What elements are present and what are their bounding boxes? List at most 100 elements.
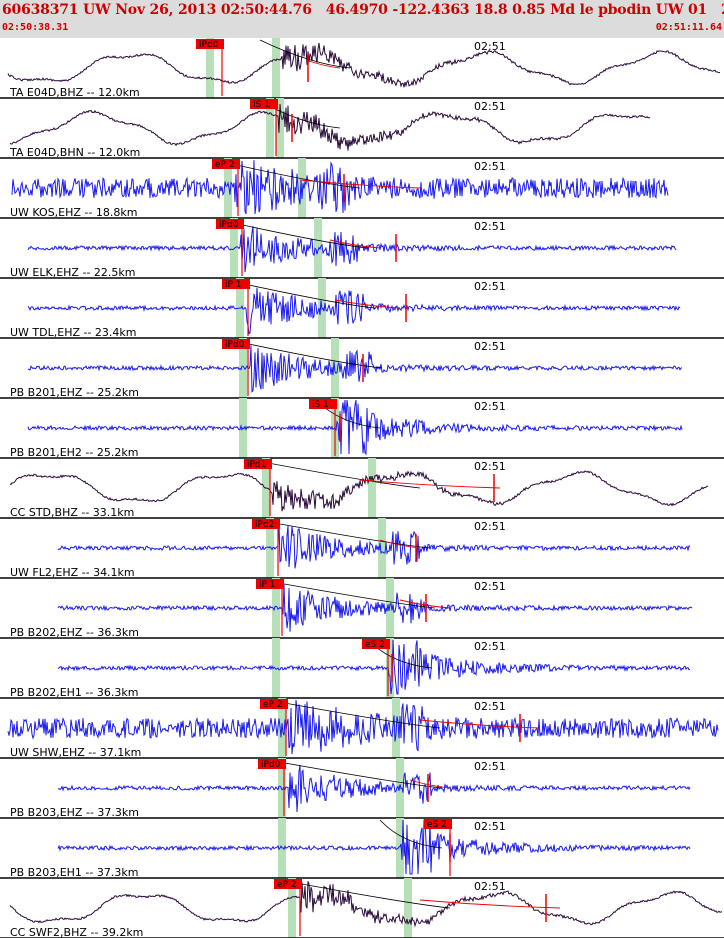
- panel-11: 02:51 eS 2 PB B202,EH1 -- 36.3km: [0, 638, 724, 699]
- time-marker-label: 02:51: [474, 280, 506, 293]
- time-marker-label: 02:51: [474, 340, 506, 353]
- panel-6: 02:51 iPd0 PB B201,EHZ -- 25.2km: [0, 338, 724, 399]
- pick-box: [196, 39, 224, 49]
- pick-label: iPd0: [219, 220, 239, 230]
- time-marker-label: 02:51: [474, 40, 506, 53]
- coda-decay-curve: [299, 179, 421, 189]
- panel-3: 02:51 eP 2 UW KOS,EHZ -- 18.8km: [0, 158, 724, 219]
- s-pick-highlight: [272, 38, 280, 98]
- pick-box: [258, 759, 286, 769]
- station-label: UW SHW,EHZ -- 37.1km: [10, 746, 141, 759]
- p-pick-highlight: [206, 38, 214, 98]
- pick-label: iPd0: [225, 340, 245, 350]
- station-label: UW KOS,EHZ -- 18.8km: [10, 206, 137, 219]
- s-pick-highlight: [378, 518, 386, 578]
- seismogram-panels: 02:51 IPd0 TA E04D,BHZ -- 12.0km 02:51 IS 1 T…: [0, 38, 724, 938]
- station-label: TA E04D,BHN -- 12.0km: [9, 146, 140, 159]
- pick-box: [362, 639, 390, 649]
- event-header: 60638371 UW Nov 26, 2013 02:50:44.76 46.…: [0, 0, 724, 38]
- panel-8: 02:51 iPd1 CC STD,BHZ -- 33.1km: [0, 458, 724, 519]
- waveform-trace: [57, 819, 691, 875]
- station-label: PB B201,EH2 -- 25.2km: [10, 446, 138, 459]
- time-marker-label: 02:51: [474, 580, 506, 593]
- pick-box: [244, 459, 272, 469]
- s-pick-highlight: [386, 638, 394, 698]
- s-pick-highlight: [404, 878, 412, 938]
- station-label: UW FL2,EHZ -- 34.1km: [10, 566, 135, 579]
- pick-label: iPd1: [247, 460, 266, 470]
- waveform-trace: [27, 287, 681, 335]
- waveform-trace: [11, 160, 669, 215]
- pick-box: [216, 219, 244, 229]
- p-pick-highlight: [278, 758, 286, 818]
- pick-label: iS 1: [312, 400, 329, 410]
- pick-label: eP 2: [215, 160, 235, 170]
- s-pick-highlight: [386, 578, 394, 638]
- coda-decay-curve: [399, 599, 451, 609]
- station-label: PB B202,EH1 -- 36.3km: [10, 686, 138, 699]
- time-marker-label: 02:51: [474, 160, 506, 173]
- pick-box: [222, 279, 250, 289]
- waveform-trace: [27, 345, 683, 393]
- s-pick-highlight: [396, 818, 404, 878]
- pick-label: eS 2: [365, 640, 385, 650]
- time-marker-label: 02:51: [474, 220, 506, 233]
- time-marker-label: 02:51: [474, 400, 506, 413]
- panel-15: 02:51 eP 2 CC SWF2,BHZ -- 39.2km: [0, 878, 724, 938]
- panel-9: 02:51 iPd2 UW FL2,EHZ -- 34.1km: [0, 518, 724, 579]
- station-label: UW ELK,EHZ -- 22.5km: [10, 266, 135, 279]
- time-marker-label: 02:51: [474, 700, 506, 713]
- coda-decay-curve: [329, 239, 381, 249]
- panel-14: 02:51 eS 2 PB B203,EH1 -- 37.3km: [0, 818, 724, 879]
- coda-decay-curve: [305, 59, 341, 69]
- station-label: PB B201,EHZ -- 25.2km: [10, 386, 139, 399]
- pick-label: iPd0: [261, 760, 281, 770]
- pick-label: eS 2: [427, 820, 447, 830]
- panel-2: 02:51 IS 1 TA E04D,BHN -- 12.0km: [0, 98, 724, 159]
- panel-4: 02:51 iPd0 UW ELK,EHZ -- 22.5km: [0, 218, 724, 279]
- waveform-trace: [7, 42, 721, 88]
- coda-curve: [267, 759, 443, 789]
- p-pick-highlight: [224, 158, 232, 218]
- coda-decay-curve: [359, 479, 501, 489]
- station-label: CC STD,BHZ -- 33.1km: [10, 506, 134, 519]
- waveform-trace: [27, 226, 677, 273]
- coda-curve: [257, 519, 431, 549]
- pick-box: [222, 339, 250, 349]
- s-pick-highlight: [298, 158, 306, 218]
- pick-label: iPd2: [255, 520, 274, 530]
- station-label: TA E04D,BHZ -- 12.0km: [9, 86, 140, 99]
- waveform-trace: [57, 521, 691, 569]
- time-marker-label: 02:51: [474, 820, 506, 833]
- coda-curve: [229, 339, 383, 369]
- coda-decay-curve: [419, 899, 561, 909]
- panel-7: 02:51 iS 1 PB B201,EH2 -- 25.2km: [0, 398, 724, 459]
- waveform-trace: [7, 699, 719, 755]
- coda-curve: [379, 819, 443, 849]
- s-pick-highlight: [276, 98, 284, 158]
- time-marker-label: 02:51: [474, 100, 506, 113]
- time-marker-label: 02:51: [474, 760, 506, 773]
- pick-box: [252, 519, 280, 529]
- p-pick-highlight: [266, 518, 274, 578]
- station-label: UW TDL,EHZ -- 23.4km: [10, 326, 137, 339]
- s-pick-highlight: [368, 458, 376, 518]
- time-marker-label: 02:51: [474, 520, 506, 533]
- coda-curve: [261, 579, 436, 609]
- p-pick-highlight: [288, 878, 296, 938]
- event-title: 60638371 UW Nov 26, 2013 02:50:44.76 46.…: [2, 2, 724, 18]
- panel-13: 02:51 iPd0 PB B203,EHZ -- 37.3km: [0, 758, 724, 819]
- waveform-trace: [9, 470, 708, 512]
- coda-decay-curve: [409, 779, 451, 789]
- coda-decay-curve: [419, 719, 541, 729]
- pick-label: iP 1: [259, 580, 276, 590]
- pick-label: eP 2: [277, 880, 297, 890]
- coda-decay-curve: [334, 299, 401, 309]
- waveform-trace: [9, 103, 651, 151]
- window-end-time: 02:51:11.64: [655, 22, 722, 33]
- waveform-trace: [27, 399, 683, 456]
- pick-label: IPd0: [199, 40, 219, 50]
- pick-box: [424, 819, 452, 829]
- waveform-trace: [57, 584, 693, 632]
- p-pick-highlight: [230, 218, 238, 278]
